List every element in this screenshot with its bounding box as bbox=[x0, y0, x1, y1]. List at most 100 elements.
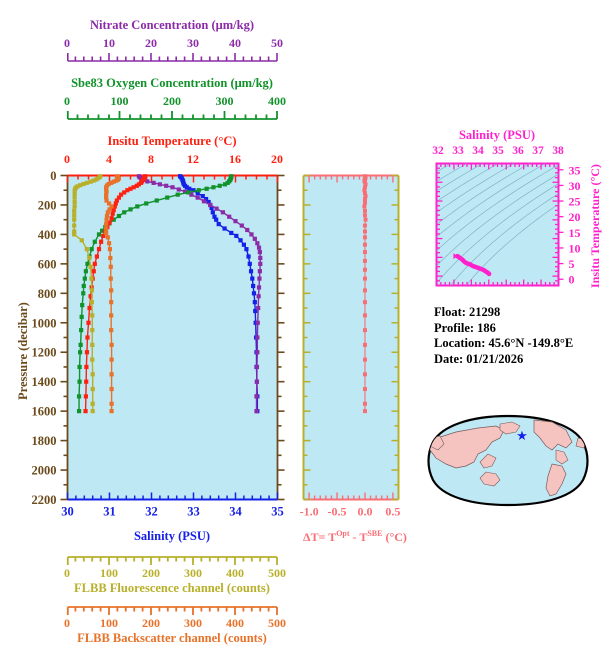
temperature-axis-ticklabels: 0 4 8 12 16 20 bbox=[64, 152, 283, 167]
series-marker bbox=[81, 291, 86, 296]
fluorescence-tick-0: 0 bbox=[64, 566, 70, 580]
series-marker bbox=[90, 313, 95, 318]
ts-y-tick-3: 20 bbox=[569, 210, 581, 224]
series-marker bbox=[72, 217, 77, 222]
delta-t-tick-2: 0.0 bbox=[357, 505, 372, 519]
series-marker bbox=[96, 232, 102, 237]
series-marker bbox=[216, 222, 221, 227]
series-marker bbox=[109, 386, 114, 392]
fluorescence-tick-5: 500 bbox=[268, 566, 286, 580]
series-marker bbox=[109, 288, 114, 293]
series-marker bbox=[151, 180, 156, 185]
series-marker bbox=[109, 216, 114, 221]
ts-x-tick-2: 34 bbox=[472, 145, 484, 157]
delta-t-marker bbox=[362, 276, 367, 281]
series-marker bbox=[241, 242, 246, 247]
series-marker bbox=[256, 294, 261, 299]
backscatter-tick-2: 200 bbox=[142, 616, 160, 630]
series-marker bbox=[255, 335, 260, 340]
pressure-axis-title: Pressure (decibar) bbox=[16, 302, 30, 400]
nitrate-tick-5: 50 bbox=[271, 36, 283, 50]
series-marker bbox=[220, 210, 225, 215]
profile-label: Profile: 186 bbox=[434, 320, 496, 335]
series-marker bbox=[183, 189, 188, 194]
float-position-star: ★ bbox=[516, 428, 528, 443]
series-marker bbox=[246, 254, 251, 259]
series-marker bbox=[233, 219, 238, 224]
delta-t-marker bbox=[362, 188, 367, 193]
nitrate-axis-title: Nitrate Concentration (μm/kg) bbox=[90, 18, 254, 32]
oxygen-tick-3: 300 bbox=[215, 94, 234, 108]
series-marker bbox=[80, 303, 85, 308]
temperature-tick-4: 16 bbox=[229, 152, 241, 166]
series-marker bbox=[256, 285, 262, 290]
series-marker bbox=[112, 204, 117, 209]
series-marker bbox=[257, 269, 262, 274]
series-marker bbox=[94, 254, 99, 259]
series-marker bbox=[78, 350, 83, 355]
backscatter-tick-4: 400 bbox=[226, 616, 244, 630]
series-marker bbox=[72, 213, 77, 218]
series-marker bbox=[107, 247, 113, 252]
series-marker bbox=[79, 328, 84, 333]
temperature-axis-title: Insitu Temperature (°C) bbox=[107, 134, 237, 148]
series-marker bbox=[107, 220, 112, 225]
series-marker bbox=[108, 276, 113, 281]
series-marker bbox=[248, 269, 254, 274]
delta-t-marker bbox=[362, 267, 367, 272]
series-marker bbox=[256, 245, 262, 250]
delta-t-tick-3: 0.5 bbox=[385, 505, 400, 519]
series-marker bbox=[131, 185, 136, 190]
series-marker bbox=[86, 320, 91, 325]
series-marker bbox=[108, 255, 113, 261]
delta-t-tick-1: -0.5 bbox=[328, 505, 347, 519]
series-marker bbox=[72, 208, 77, 213]
oxygen-tick-1: 100 bbox=[110, 94, 129, 108]
series-marker bbox=[254, 364, 260, 370]
delta-t-marker bbox=[362, 313, 367, 318]
series-marker bbox=[222, 226, 227, 231]
ts-y-tick-6: 5 bbox=[569, 257, 575, 271]
ts-x-tick-0: 32 bbox=[432, 145, 444, 157]
series-marker bbox=[189, 192, 194, 197]
series-marker bbox=[109, 401, 114, 406]
ts-x-tick-6: 38 bbox=[552, 145, 564, 157]
series-marker bbox=[92, 239, 97, 244]
delta-t-tick-0: -1.0 bbox=[300, 505, 319, 519]
series-marker bbox=[107, 207, 112, 212]
series-marker bbox=[114, 178, 119, 183]
delta-t-marker bbox=[362, 300, 367, 305]
series-marker bbox=[83, 409, 88, 414]
ts-y-tick-7: 0 bbox=[569, 273, 575, 287]
series-marker bbox=[76, 409, 82, 414]
series-marker bbox=[87, 255, 92, 261]
series-marker bbox=[90, 342, 95, 347]
series-marker bbox=[187, 186, 192, 191]
ts-series-line bbox=[455, 253, 492, 277]
series-marker bbox=[100, 228, 105, 233]
series-marker bbox=[84, 247, 89, 252]
ts-y-tick-5: 10 bbox=[569, 241, 581, 255]
series-marker bbox=[122, 190, 127, 195]
series-marker bbox=[72, 204, 77, 209]
ts-x-tick-5: 37 bbox=[532, 145, 544, 157]
series-marker bbox=[255, 350, 260, 355]
ts-start-marker bbox=[453, 253, 458, 260]
series-marker bbox=[89, 288, 94, 293]
series-marker bbox=[90, 357, 95, 362]
ts-panel-background bbox=[435, 162, 560, 287]
series-marker bbox=[212, 214, 217, 219]
series-marker bbox=[91, 269, 96, 274]
salinity-axis-title: Salinity (PSU) bbox=[133, 529, 211, 543]
series-marker bbox=[109, 409, 114, 414]
delta-t-marker bbox=[362, 372, 367, 377]
delta-t-marker bbox=[362, 242, 367, 247]
backscatter-tick-0: 0 bbox=[64, 616, 70, 630]
series-marker bbox=[229, 230, 234, 236]
series-marker bbox=[72, 199, 77, 205]
series-marker bbox=[85, 335, 90, 340]
series-marker bbox=[176, 187, 181, 192]
backscatter-tick-5: 500 bbox=[268, 616, 286, 630]
series-marker bbox=[104, 192, 109, 197]
